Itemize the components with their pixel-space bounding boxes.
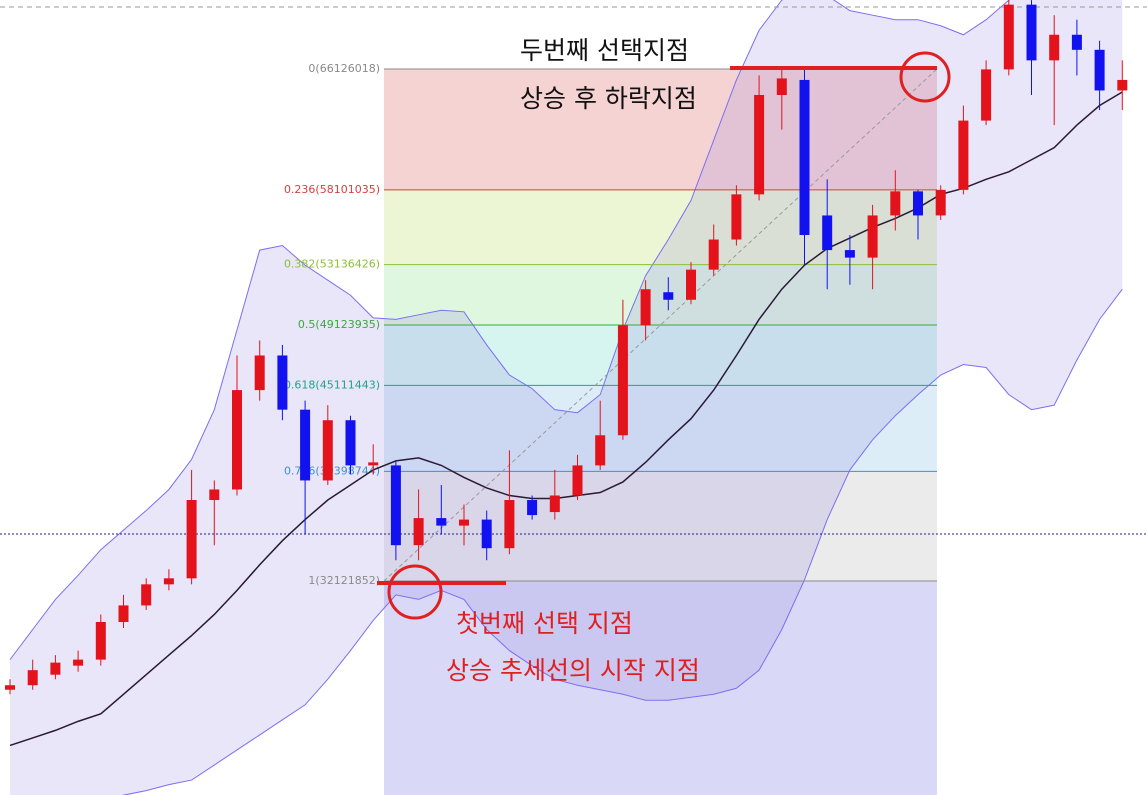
candle-body: [50, 662, 61, 675]
candle-body: [73, 659, 84, 666]
candle-body: [595, 435, 606, 466]
candle-body: [118, 605, 129, 622]
annotation: 상승 추세선의 시작 지점: [446, 656, 700, 685]
candle-body: [95, 621, 106, 660]
candle-body: [549, 495, 560, 513]
candle-body: [186, 500, 197, 579]
fib-label: 1(32121852): [308, 574, 380, 587]
candle-body: [5, 685, 15, 690]
candle-body: [958, 120, 969, 190]
candle-body: [1026, 4, 1037, 61]
candle-body: [572, 465, 583, 496]
candle-body: [163, 578, 174, 585]
fib-label: 0.236(58101035): [284, 183, 380, 196]
candle-body: [867, 215, 878, 258]
candle-body: [1094, 49, 1105, 91]
candle-body: [390, 465, 401, 546]
candle-body: [1117, 79, 1128, 91]
candle-body: [663, 292, 674, 300]
candle-body: [277, 355, 288, 410]
candle-body: [844, 250, 855, 258]
candle-body: [27, 670, 38, 686]
candle-body: [913, 191, 923, 216]
candle-body: [345, 420, 356, 466]
candle-body: [504, 500, 515, 549]
candle-body: [527, 500, 538, 516]
marker-circle: [387, 564, 443, 620]
candle-body: [617, 325, 628, 436]
band-upper: [9, 0, 1011, 660]
candle-body: [890, 191, 901, 216]
candle-body: [368, 462, 379, 466]
fib-label: 0.5(49123935): [298, 318, 380, 331]
candle-body: [640, 289, 651, 326]
candle-body: [754, 94, 765, 195]
candle-body: [322, 420, 333, 481]
fib-label: 0(66126018): [308, 62, 380, 75]
fib-zone: [384, 69, 937, 190]
fib-zone: [384, 385, 937, 472]
marker-circle: [899, 51, 951, 103]
candle-body: [436, 518, 447, 526]
fib-label: 0.618(45111443): [284, 378, 380, 391]
candle-body: [708, 239, 719, 270]
annotation: 상승 후 하락지점: [520, 84, 697, 113]
candle-body: [254, 355, 265, 391]
candle-body: [799, 79, 810, 236]
candle-body: [459, 519, 469, 526]
fib-zone: [384, 264, 937, 325]
candle-body: [1071, 34, 1082, 50]
candle-body: [822, 215, 833, 251]
candle-body: [413, 518, 424, 546]
fib-zone: [384, 324, 937, 386]
candle-body: [731, 194, 742, 240]
candle-body: [209, 489, 220, 501]
candle-body: [141, 584, 152, 606]
band-lower: [121, 288, 1123, 795]
candle-body: [935, 189, 946, 216]
candle-body: [776, 78, 787, 95]
candle-body: [232, 390, 242, 490]
annotation: 두번째 선택지점: [520, 36, 689, 65]
annotation: 첫번째 선택 지점: [456, 609, 633, 638]
fib-label: 0.382(53136426): [284, 258, 380, 271]
candle-body: [1003, 4, 1014, 70]
candle-body: [686, 269, 696, 300]
candle-body: [300, 409, 311, 481]
candle-body: [481, 519, 492, 549]
candle-body: [1049, 34, 1060, 61]
candle-body: [981, 69, 992, 121]
fib-zone: [384, 580, 937, 795]
fib-zone: [384, 471, 937, 581]
band-fill: [10, 0, 1123, 795]
